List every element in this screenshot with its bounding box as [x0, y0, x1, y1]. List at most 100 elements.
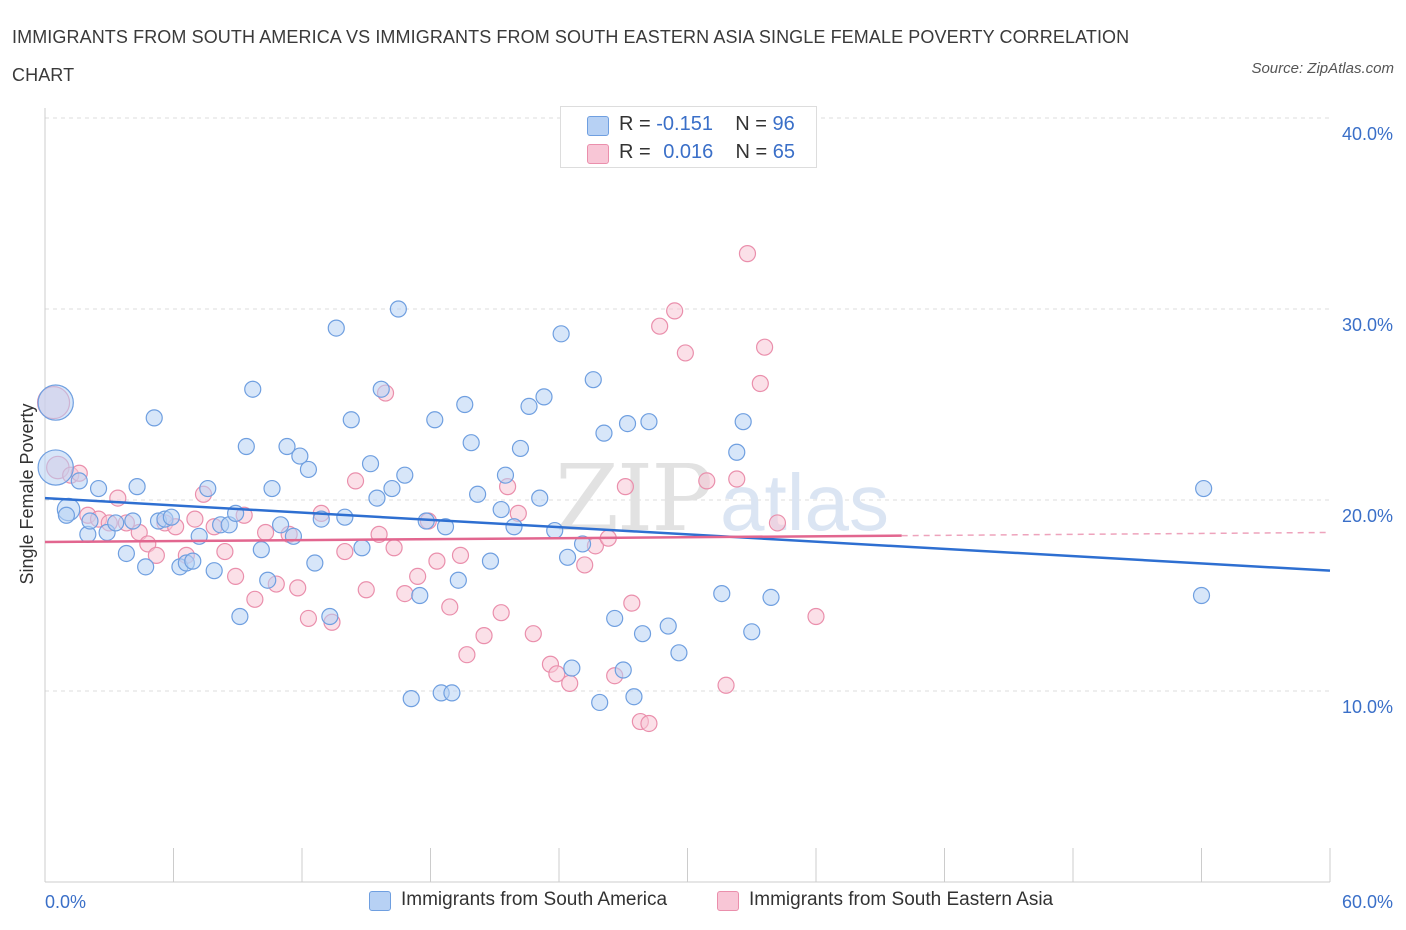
data-point-pink — [475, 627, 493, 645]
data-point-pink — [216, 542, 234, 561]
legend-swatch-blue — [369, 891, 391, 911]
data-point-blue — [618, 415, 637, 433]
data-point-blue — [252, 541, 270, 559]
trend-line-pink-extension — [901, 531, 1331, 537]
legend-n-label: N = — [735, 113, 767, 135]
data-point-blue — [321, 607, 339, 626]
data-point-blue — [372, 380, 390, 398]
data-point-blue — [128, 478, 146, 496]
data-point-blue — [492, 500, 510, 519]
legend-n-label: N = — [735, 141, 768, 163]
data-point-blue — [449, 571, 467, 589]
watermark-zip: ZIP — [555, 445, 711, 552]
data-point-blue — [353, 539, 371, 557]
data-point-blue — [535, 388, 553, 406]
data-point-blue — [552, 325, 570, 343]
data-point-blue — [426, 411, 444, 429]
data-point-pink — [623, 594, 641, 612]
data-point-blue — [389, 300, 407, 318]
data-point-blue — [342, 411, 360, 429]
data-point-pink — [396, 584, 414, 603]
data-point-pink — [299, 609, 318, 628]
data-point-pink — [458, 646, 476, 664]
data-point-blue — [1195, 479, 1213, 498]
data-point-blue — [496, 466, 515, 484]
data-point-blue — [511, 439, 530, 458]
legend-r-label: R = — [619, 113, 651, 135]
data-point-blue — [145, 409, 163, 427]
data-point-blue — [606, 609, 624, 628]
data-point-blue — [368, 489, 386, 507]
data-point-blue — [402, 690, 420, 708]
legend-swatch-pink — [717, 891, 739, 911]
data-point-blue — [205, 562, 223, 580]
data-point-blue — [271, 516, 290, 534]
data-point-pink — [357, 581, 375, 599]
data-point-pink — [346, 472, 365, 490]
data-point-blue — [728, 443, 746, 461]
data-point-pink — [738, 245, 757, 263]
data-point-blue — [595, 424, 613, 442]
trend-line-pink — [44, 534, 902, 544]
data-point-pink — [139, 535, 157, 553]
data-point-pink — [576, 556, 594, 574]
data-point-blue — [436, 518, 455, 536]
data-point-pink — [755, 338, 774, 356]
data-point-blue — [640, 413, 658, 431]
data-point-pink — [256, 523, 275, 542]
data-point-pink — [651, 317, 669, 335]
data-point-pink — [807, 607, 825, 626]
data-point-blue — [361, 455, 380, 473]
data-point-blue — [291, 447, 309, 465]
y-tick-labels: 10.0% 20.0% 30.0% 40.0% — [1342, 124, 1393, 717]
data-point-pink — [147, 546, 165, 564]
data-point-pink — [717, 676, 735, 694]
data-point-pink — [385, 539, 403, 557]
data-point-blue — [1192, 586, 1211, 605]
data-point-blue — [456, 395, 474, 414]
series-pink-points — [36, 245, 825, 733]
data-point-pink — [186, 510, 204, 528]
data-point-blue — [124, 512, 142, 530]
data-point-blue — [396, 466, 414, 484]
data-point-blue — [546, 521, 564, 540]
source-label: Source: ZipAtlas.com — [1251, 60, 1394, 77]
stats-legend: R = -0.151 N = 96 R = 0.016 N = 65 — [560, 106, 817, 168]
data-point-pink — [289, 579, 307, 597]
axes — [44, 108, 1331, 883]
legend-pink-n: 65 — [772, 141, 796, 163]
legend-r-label: R = — [619, 141, 651, 163]
legend-blue-n: 96 — [772, 113, 795, 135]
data-point-blue — [263, 479, 281, 498]
data-point-pink — [441, 598, 459, 616]
data-point-pink — [640, 714, 658, 733]
data-point-blue — [743, 623, 761, 641]
legend-pink-r: 0.016 — [663, 141, 714, 163]
data-point-blue — [713, 584, 731, 603]
data-point-pink — [246, 590, 264, 608]
data-point-blue — [306, 554, 324, 572]
data-point-blue — [231, 607, 249, 626]
data-point-blue — [244, 380, 262, 398]
data-point-blue — [237, 437, 255, 456]
data-point-pink — [548, 665, 566, 683]
data-point-pink — [751, 374, 769, 393]
data-point-blue — [162, 508, 180, 526]
grid-lines — [45, 117, 1330, 692]
watermark-atlas: atlas — [720, 458, 889, 547]
legend-swatch-pink — [587, 144, 609, 164]
data-point-pink — [768, 514, 787, 532]
data-point-blue — [57, 506, 76, 524]
x-tick-label-min: 0.0% — [45, 892, 86, 912]
data-point-blue — [37, 384, 74, 421]
data-point-blue — [278, 437, 296, 456]
data-point-pink — [728, 470, 746, 488]
data-point-pink — [428, 552, 446, 570]
data-point-blue — [199, 479, 217, 498]
data-point-blue — [117, 544, 135, 563]
chart-title: IMMIGRANTS FROM SOUTH AMERICA VS IMMIGRA… — [12, 27, 1130, 85]
data-point-blue — [505, 518, 523, 536]
y-tick-label: 30.0% — [1342, 315, 1393, 335]
data-point-blue — [411, 586, 429, 605]
